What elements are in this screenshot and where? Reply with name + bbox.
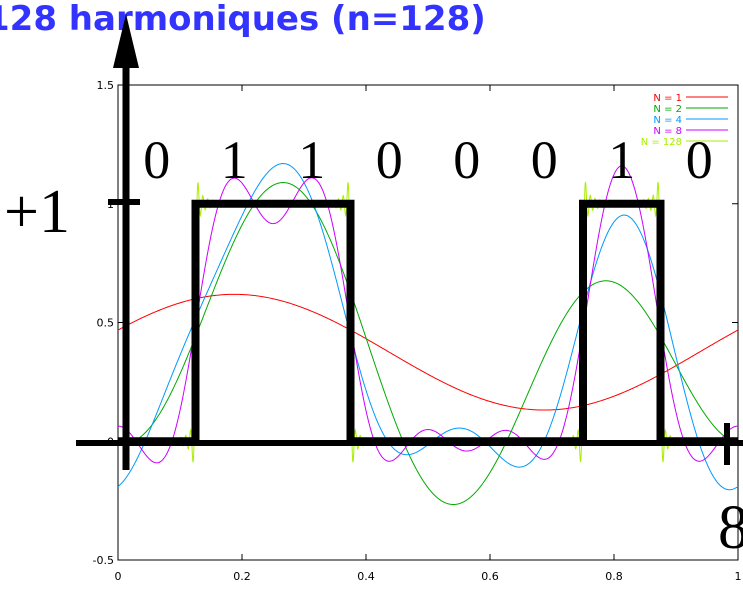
x-tick-label: 0.2 <box>233 570 251 583</box>
digital-signal-line <box>118 199 738 446</box>
y-tick-labels: -0.500.511.5 <box>93 79 114 567</box>
y-tick-label: -0.5 <box>93 554 114 567</box>
legend-label: N = 8 <box>653 126 682 137</box>
plus-one-label: +1 <box>4 178 70 246</box>
series-line-n8 <box>118 165 738 464</box>
x-tick-label: 0.6 <box>481 570 499 583</box>
x-tick-label: 0.8 <box>605 570 623 583</box>
legend-label: N = 128 <box>641 137 682 148</box>
bit-label: 1 <box>298 130 325 190</box>
x-tick-labels: 0 0.2 0.4 0.6 0.8 1 <box>115 570 742 583</box>
bit-label: 0 <box>686 130 713 190</box>
bit-label: 0 <box>531 130 558 190</box>
harmonic-curves <box>118 163 738 506</box>
series-line-n1 <box>118 293 738 411</box>
x-tick-label: 1 <box>735 570 742 583</box>
y-tick-label: 1.5 <box>97 79 115 92</box>
bit-label: 0 <box>453 130 480 190</box>
legend-label: N = 4 <box>653 115 682 126</box>
y-axis-arrowhead <box>113 14 139 68</box>
bit-label: 0 <box>376 130 403 190</box>
legend-label: N = 1 <box>653 93 682 104</box>
chart-title: 128 harmoniques (n=128) <box>0 0 486 39</box>
plot-frame <box>117 84 739 561</box>
bit-label: 1 <box>221 130 248 190</box>
bit-label: 0 <box>143 130 170 190</box>
x-tick-label: 0.4 <box>357 570 375 583</box>
series-line-n2 <box>118 182 738 506</box>
x-tick-label: 0 <box>115 570 122 583</box>
series-line-n128 <box>118 181 738 463</box>
x-end-label: 8 <box>718 494 743 562</box>
bit-label: 1 <box>608 130 635 190</box>
legend: N = 1N = 2N = 4N = 8N = 128 <box>641 93 728 148</box>
tick-marks <box>117 84 739 561</box>
y-tick-label: 0.5 <box>97 317 115 330</box>
legend-label: N = 2 <box>653 104 682 115</box>
